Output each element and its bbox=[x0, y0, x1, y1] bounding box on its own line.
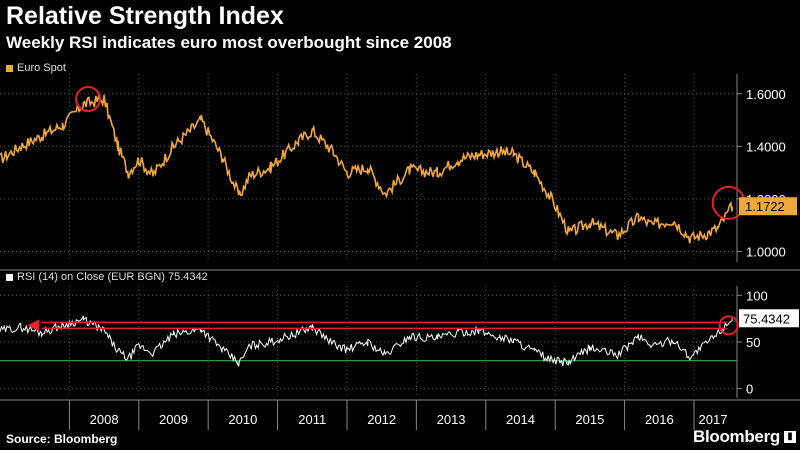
x-tick-label: 2009 bbox=[159, 412, 188, 427]
price-last-value-badge bbox=[739, 197, 797, 216]
price-last-value-label: 1.1722 bbox=[745, 199, 785, 214]
rsi-legend-swatch bbox=[6, 273, 13, 281]
x-tick-label: 2012 bbox=[367, 412, 396, 427]
x-tick-label: 2016 bbox=[645, 412, 674, 427]
x-tick-label: 2013 bbox=[437, 412, 466, 427]
price-legend-label: Euro Spot bbox=[17, 62, 66, 74]
rsi-last-value-badge bbox=[739, 309, 799, 328]
price-tick-label: 1.4000 bbox=[746, 139, 786, 154]
rsi-tick-label: 100 bbox=[746, 288, 768, 303]
x-tick-label: 2017 bbox=[699, 412, 728, 427]
price-legend-swatch bbox=[6, 64, 13, 72]
x-tick-label: 2014 bbox=[506, 412, 535, 427]
chart-title: Relative Strength Index bbox=[6, 2, 284, 30]
bloomberg-logo-icon: ▮ bbox=[784, 431, 796, 443]
chart-subtitle: Weekly RSI indicates euro most overbough… bbox=[6, 33, 452, 52]
x-tick-label: 2010 bbox=[228, 412, 257, 427]
rsi-tick-label: 0 bbox=[746, 382, 753, 397]
x-tick-label: 2011 bbox=[298, 412, 326, 427]
rsi-series-line bbox=[0, 315, 733, 368]
price-tick-label: 1.0000 bbox=[746, 244, 786, 259]
latest-rsi-circle bbox=[718, 315, 739, 336]
source-note: Source: Bloomberg bbox=[6, 432, 118, 446]
x-tick-label: 2015 bbox=[575, 412, 604, 427]
price-series-line bbox=[0, 94, 733, 244]
price-legend: Euro Spot bbox=[6, 62, 66, 74]
overbought-arrowhead bbox=[27, 319, 40, 332]
price-tick-label: 1.6000 bbox=[746, 87, 786, 102]
peak-2008-circle bbox=[75, 86, 102, 113]
rsi-tick-label: 50 bbox=[746, 335, 760, 350]
rsi-last-value-label: 75.4342 bbox=[743, 311, 790, 326]
bloomberg-brand: Bloomberg bbox=[692, 427, 780, 446]
rsi-legend: RSI (14) on Close (EUR BGN) 75.4342 bbox=[6, 271, 208, 283]
rsi-legend-label: RSI (14) on Close (EUR BGN) 75.4342 bbox=[17, 271, 208, 283]
x-tick-label: 2008 bbox=[90, 412, 119, 427]
